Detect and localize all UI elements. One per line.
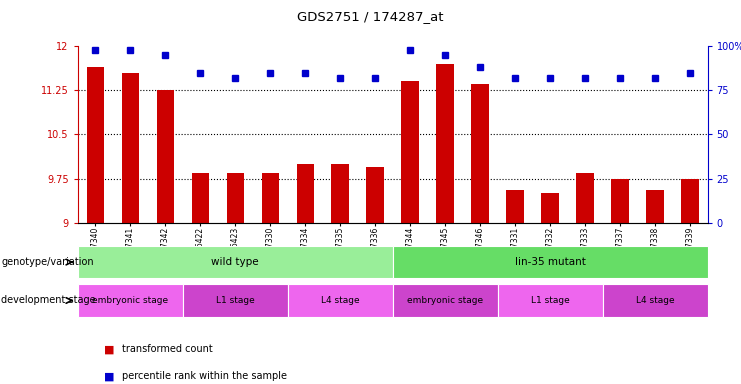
Bar [393,284,498,317]
Text: wild type: wild type [211,257,259,267]
Text: lin-35 mutant: lin-35 mutant [515,257,585,267]
Bar [471,84,489,223]
Bar [367,167,384,223]
Text: GDS2751 / 174287_at: GDS2751 / 174287_at [297,10,444,23]
Bar [542,193,559,223]
Bar [262,173,279,223]
Text: genotype/variation: genotype/variation [1,257,94,267]
Bar [331,164,349,223]
Bar [576,173,594,223]
Text: ■: ■ [104,371,114,381]
Bar [393,246,708,278]
Bar [602,284,708,317]
Bar [183,284,288,317]
Bar [156,90,174,223]
Text: percentile rank within the sample: percentile rank within the sample [122,371,288,381]
Text: transformed count: transformed count [122,344,213,354]
Bar [288,284,393,317]
Bar [402,81,419,223]
Bar [227,173,244,223]
Bar [611,179,629,223]
Bar [122,73,139,223]
Text: embryonic stage: embryonic stage [407,296,483,305]
Bar [87,67,104,223]
Bar [498,284,602,317]
Bar [78,246,393,278]
Bar [436,64,454,223]
Text: ■: ■ [104,344,114,354]
Bar [682,179,699,223]
Bar [646,190,664,223]
Text: L4 stage: L4 stage [321,296,359,305]
Bar [296,164,314,223]
Bar [191,173,209,223]
Bar [78,284,183,317]
Text: embryonic stage: embryonic stage [92,296,168,305]
Text: L1 stage: L1 stage [531,296,570,305]
Text: L4 stage: L4 stage [636,296,674,305]
Text: development stage: development stage [1,295,96,306]
Text: L1 stage: L1 stage [216,296,255,305]
Bar [506,190,524,223]
